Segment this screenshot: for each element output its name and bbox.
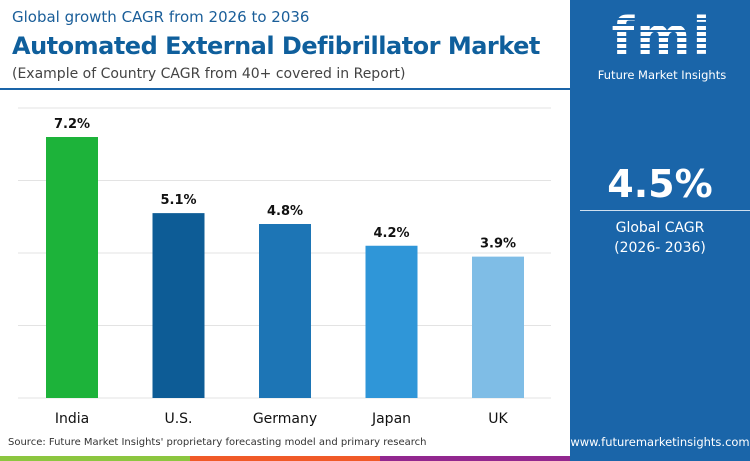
chart-title: Automated External Defibrillator Market	[12, 32, 540, 60]
global-cagr-value: 4.5%	[607, 162, 713, 206]
website-link[interactable]: www.futuremarketinsights.com	[570, 435, 750, 449]
summary-panel: fmi Future Market Insights 4.5% Global C…	[570, 0, 750, 461]
x-tick-label: U.S.	[164, 411, 192, 427]
bar-japan	[365, 245, 418, 398]
data-label: 5.1%	[160, 193, 196, 208]
x-tick-label: India	[55, 411, 89, 427]
bar-uk	[472, 256, 524, 398]
panel-divider	[580, 210, 750, 211]
bar-germany	[259, 224, 311, 398]
bar-us	[152, 213, 205, 398]
global-cagr-label: Global CAGR	[615, 220, 705, 236]
global-cagr-period: (2026- 2036)	[614, 240, 706, 256]
logo-mark: fmi	[592, 8, 732, 66]
fmi-logo: fmi Future Market Insights	[592, 8, 732, 82]
chart-note: (Example of Country CAGR from 40+ covere…	[12, 66, 406, 82]
data-label: 4.8%	[267, 204, 303, 219]
bar-india	[46, 137, 98, 398]
chart-subtitle: Global growth CAGR from 2026 to 2036	[12, 8, 310, 26]
global-cagr-caption: Global CAGR (2026- 2036)	[570, 218, 750, 258]
x-tick-label: Japan	[371, 411, 411, 427]
x-tick-label: UK	[488, 411, 508, 427]
data-label: 3.9%	[480, 237, 516, 252]
header-divider	[0, 88, 570, 90]
stripe-purple	[380, 456, 570, 461]
bar-chart: 7.2% India 5.1% U.S. 4.8% Germany 4.2% Japan 3.9…	[18, 107, 551, 427]
x-tick-label: Germany	[253, 411, 317, 427]
stripe-orange	[190, 456, 380, 461]
data-label: 4.2%	[373, 226, 409, 241]
source-note: Source: Future Market Insights' propriet…	[8, 437, 427, 448]
brand-name: Future Market Insights	[597, 68, 727, 82]
data-label: 7.2%	[54, 117, 90, 132]
stripe-green	[0, 456, 190, 461]
